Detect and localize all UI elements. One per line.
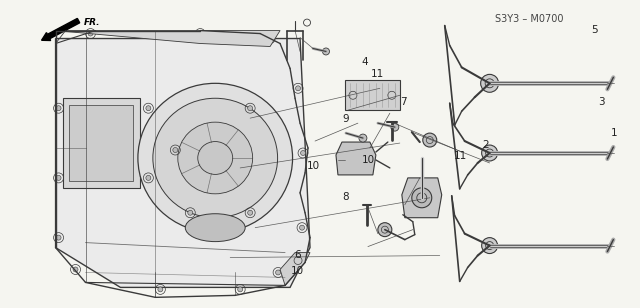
Text: 10: 10 (291, 265, 304, 276)
Circle shape (482, 145, 498, 161)
Text: 11: 11 (371, 69, 384, 79)
Circle shape (173, 148, 178, 152)
Polygon shape (280, 253, 310, 286)
Circle shape (237, 287, 243, 292)
Circle shape (56, 175, 61, 180)
Text: 6: 6 (294, 250, 301, 260)
Circle shape (146, 175, 151, 180)
Polygon shape (56, 38, 310, 287)
Polygon shape (56, 30, 280, 47)
Text: 2: 2 (483, 140, 490, 150)
Polygon shape (68, 105, 133, 181)
Circle shape (146, 106, 151, 111)
Circle shape (248, 210, 253, 215)
Circle shape (73, 267, 78, 272)
Text: 1: 1 (611, 128, 617, 138)
Circle shape (412, 188, 432, 208)
Circle shape (391, 123, 399, 131)
Circle shape (300, 225, 305, 230)
Text: 9: 9 (342, 114, 349, 124)
Text: 3: 3 (598, 97, 604, 107)
Circle shape (268, 36, 273, 41)
Circle shape (482, 237, 498, 253)
Text: 11: 11 (454, 151, 467, 160)
Polygon shape (345, 80, 400, 110)
Ellipse shape (186, 214, 245, 241)
Text: S3Y3 – M0700: S3Y3 – M0700 (495, 14, 564, 24)
Circle shape (276, 270, 280, 275)
Ellipse shape (153, 98, 278, 218)
Circle shape (423, 133, 436, 147)
Circle shape (158, 287, 163, 292)
FancyArrow shape (42, 18, 80, 40)
Polygon shape (336, 142, 376, 175)
Circle shape (56, 106, 61, 111)
Text: 4: 4 (362, 57, 368, 67)
Text: 5: 5 (591, 25, 598, 35)
Circle shape (188, 210, 193, 215)
Circle shape (88, 31, 93, 36)
Circle shape (296, 86, 301, 91)
Circle shape (323, 48, 330, 55)
Text: 8: 8 (342, 192, 349, 202)
Circle shape (481, 74, 499, 92)
Ellipse shape (198, 142, 233, 174)
Text: 10: 10 (362, 155, 374, 165)
Ellipse shape (138, 83, 292, 233)
Circle shape (301, 151, 305, 156)
Text: 10: 10 (307, 161, 320, 171)
Text: FR.: FR. (83, 18, 100, 27)
Polygon shape (63, 98, 140, 188)
Circle shape (56, 235, 61, 240)
Circle shape (248, 106, 253, 111)
Ellipse shape (178, 122, 253, 194)
Text: 7: 7 (400, 97, 406, 107)
Polygon shape (402, 178, 442, 218)
Circle shape (359, 134, 367, 142)
Circle shape (198, 31, 203, 36)
Circle shape (378, 223, 392, 237)
